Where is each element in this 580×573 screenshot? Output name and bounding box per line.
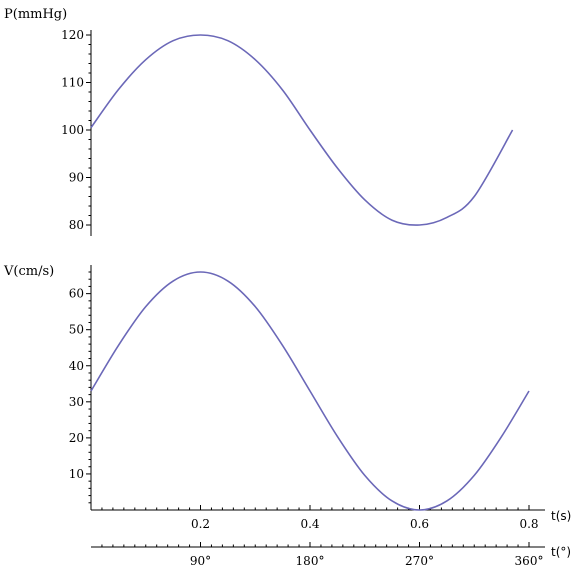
velocity-series-line [90,271,530,511]
pressure-y-tick-label: 100 [61,123,84,137]
degree-axis-panel: t(°) 90° 180° 270° 360° [91,542,571,568]
pressure-panel: P(mmHg) 80 90 100 110 120 [4,7,514,236]
velocity-x-tick-label: 0.2 [191,517,210,531]
degree-x-tick-label: 180° [296,554,325,568]
velocity-x-tick-label: 0.6 [410,517,429,531]
velocity-x-tick-label: 0.4 [300,517,319,531]
pressure-y-tick-label: 90 [69,171,84,185]
velocity-y-tick-label: 50 [69,323,84,337]
velocity-y-tick-label: 40 [69,359,84,373]
velocity-y-tick-label: 30 [69,395,84,409]
pressure-y-tick-label: 120 [61,28,84,42]
degree-x-tick-label: 270° [405,554,434,568]
pressure-y-tick-label: 80 [69,218,84,232]
degree-x-tick-label: 360° [515,554,544,568]
velocity-x-tick-label: 0.8 [519,517,538,531]
degree-x-tick-label: 90° [190,554,211,568]
time-s-xlabel: t(s) [551,509,571,523]
velocity-y-tick-label: 20 [69,431,84,445]
time-degree-xlabel: t(°) [551,545,571,559]
velocity-y-tick-label: 60 [69,287,84,301]
pressure-y-tick-label: 110 [61,76,84,90]
velocity-panel: V(cm/s) t(s) 10 20 30 40 50 60 0.2 0.4 0.6 0.8 [3,264,571,531]
pressure-series-line [90,34,514,226]
velocity-y-tick-label: 10 [69,467,84,481]
velocity-ylabel: V(cm/s) [3,264,54,279]
pressure-ylabel: P(mmHg) [4,7,67,22]
